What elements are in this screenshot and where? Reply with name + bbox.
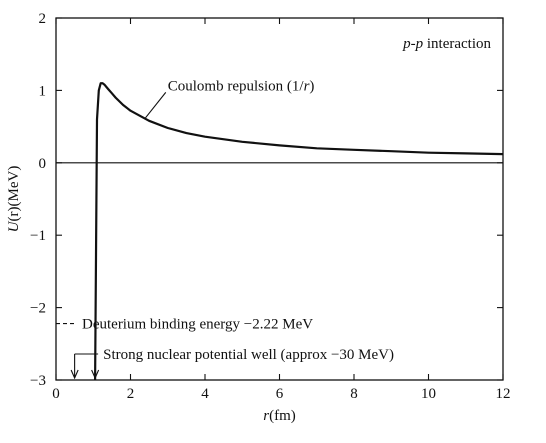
coulomb-pre: Coulomb repulsion (1/ [168,78,305,94]
deuterium-annotation: Deuterium binding energy −2.22 MeV [82,317,313,333]
x-tick-label: 6 [276,386,284,402]
y-tick-label: −3 [30,373,46,389]
strong-well-marker [70,353,100,380]
interaction-p2: p [415,36,424,52]
x-tick-label: 0 [52,386,60,402]
coulomb-annotation: Coulomb repulsion (1/r) [168,78,315,94]
x-tick-label: 8 [350,386,358,402]
x-tick-label: 10 [421,386,436,402]
y-tick-label: 0 [39,156,47,172]
plot-frame [55,17,504,381]
x-axis-unit: (fm) [269,408,296,424]
well-left-arrow [70,354,79,380]
x-axis-label: r(fm) [263,408,296,424]
interaction-suffix: interaction [423,36,491,52]
y-tick-label: −2 [30,301,46,317]
coulomb-curve [94,82,504,381]
y-tick-label: 1 [39,83,47,99]
x-tick-label: 12 [496,386,511,402]
coulomb-var: r [304,78,310,94]
coulomb-leader [144,92,167,119]
interaction-p1: p [402,36,411,52]
y-tick-label: 2 [39,11,47,27]
interaction-dash: - [411,36,416,52]
y-axis-unit: (MeV) [6,166,22,207]
coulomb-post: ) [309,78,314,94]
strong-well-annotation: Strong nuclear potential well (approx −3… [103,347,394,363]
y-axis-var: U [6,220,22,232]
y-axis-arg: (r) [6,206,22,221]
x-tick-label: 2 [127,386,135,402]
interaction-label: p-p interaction [402,36,491,52]
well-right-arrow [91,354,100,380]
y-tick-label: −1 [30,228,46,244]
x-tick-label: 4 [201,386,209,402]
x-axis-var: r [263,408,269,424]
y-axis-label: U(r)(MeV) [6,166,22,233]
